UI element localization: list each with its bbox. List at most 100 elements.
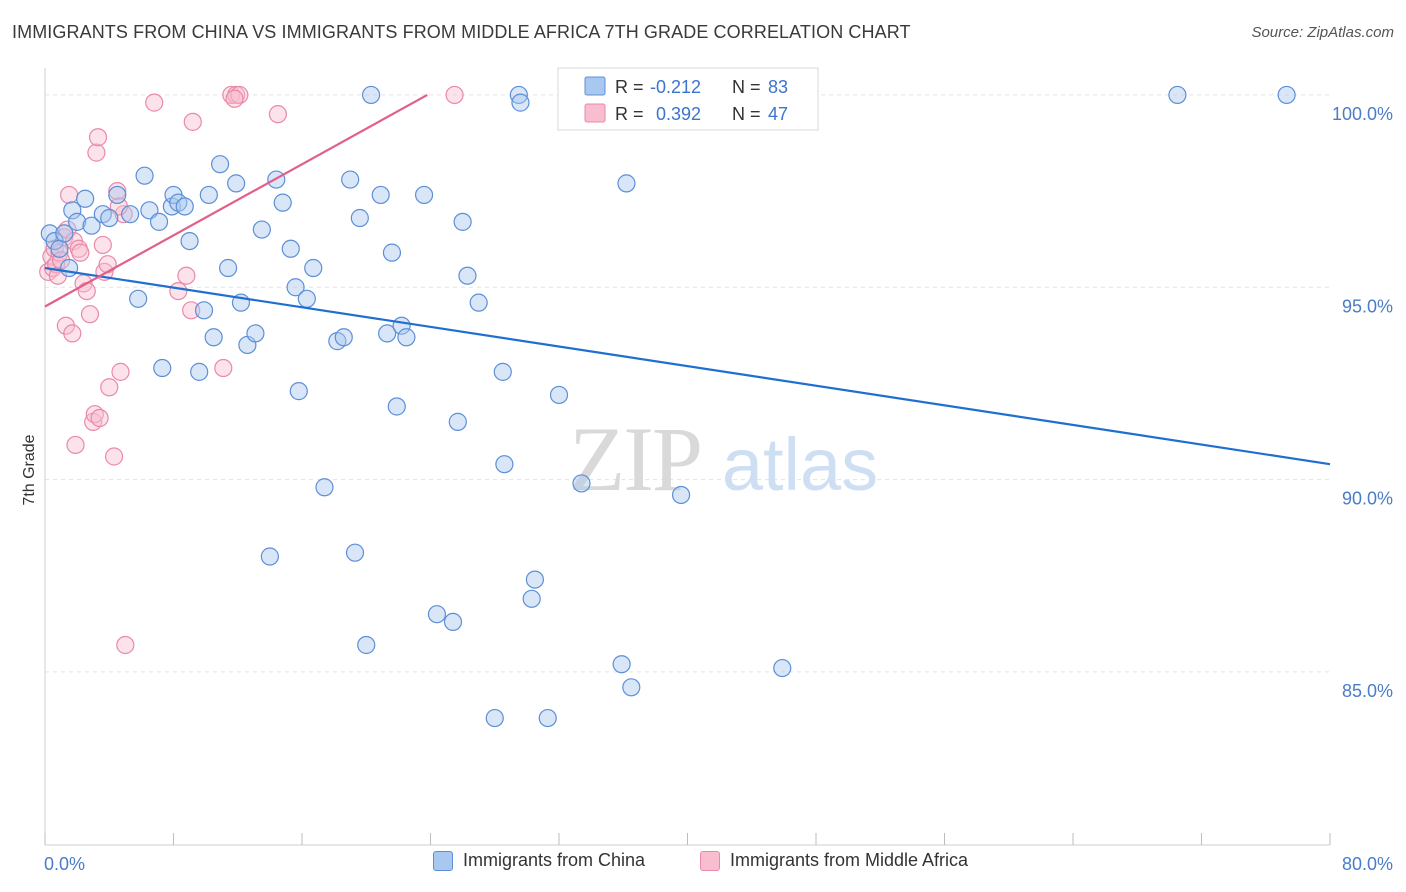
china-point-62 <box>485 708 504 728</box>
china-point-33 <box>252 220 271 239</box>
china-point-42 <box>315 478 334 497</box>
china-point-56 <box>427 605 447 624</box>
watermark: ZIP atlas <box>569 408 878 510</box>
stats-legend-china-swatch <box>584 76 606 96</box>
china-point-61 <box>469 293 488 312</box>
china-point-8 <box>82 216 101 235</box>
africa-point-18 <box>77 281 96 301</box>
stats-legend-africa-r-label: R = <box>615 104 644 124</box>
china-point-76 <box>671 485 691 505</box>
stats-legend: R = -0.212 N = 83 R = 0.392 N = 47 <box>557 67 819 131</box>
china-point-79 <box>361 85 381 105</box>
africa-point-23 <box>88 128 108 147</box>
china-point-38 <box>286 278 305 297</box>
china-point-29 <box>227 174 246 193</box>
china-point-52 <box>387 397 406 416</box>
africa-point-24 <box>90 408 109 428</box>
china-point-40 <box>297 289 316 308</box>
africa-trend-line <box>44 93 428 308</box>
china-point-82 <box>1277 85 1296 105</box>
china-point-7 <box>76 189 95 208</box>
watermark-atlas: atlas <box>722 423 878 506</box>
china-point-24 <box>194 301 214 320</box>
trend-lines <box>44 93 1331 466</box>
y-tick-label-3: 100.0% <box>1332 104 1393 124</box>
stats-legend-china-n-value: 83 <box>768 77 788 97</box>
stats-legend-china-r-value: -0.212 <box>650 77 701 97</box>
china-point-13 <box>129 289 148 308</box>
china-point-75 <box>622 678 641 697</box>
africa-point-16 <box>71 243 90 262</box>
china-point-58 <box>448 412 467 431</box>
china-point-21 <box>175 197 194 216</box>
china-point-34 <box>260 547 279 566</box>
africa-point-44 <box>225 89 244 108</box>
china-point-49 <box>371 185 390 205</box>
stats-legend-africa-n-label: N = <box>732 104 761 124</box>
bottom-legend: Immigrants from China Immigrants from Mi… <box>0 850 1406 878</box>
china-trend-line <box>44 266 1331 466</box>
china-point-50 <box>378 324 397 343</box>
legend-africa-swatch <box>700 850 720 871</box>
china-point-55 <box>414 185 434 205</box>
y-tick-label-0: 85.0% <box>1342 681 1393 701</box>
china-point-27 <box>210 155 230 174</box>
china-point-74 <box>617 174 636 193</box>
africa-point-12 <box>63 324 82 343</box>
china-point-68 <box>538 708 557 728</box>
africa-point-19 <box>80 305 100 324</box>
china-point-67 <box>525 570 545 589</box>
africa-point-37 <box>182 301 201 320</box>
axes: 85.0% 90.0% 95.0% 100.0% 0.0% 80.0% <box>44 68 1393 874</box>
china-point-32 <box>246 324 265 343</box>
china-point-59 <box>453 212 472 231</box>
china-point-2 <box>50 239 69 258</box>
africa-point-33 <box>116 635 135 655</box>
legend-africa[interactable]: Immigrants from Middle Africa <box>700 850 968 871</box>
stats-legend-africa-swatch <box>584 103 606 123</box>
africa-point-29 <box>104 447 124 466</box>
china-point-23 <box>190 362 209 381</box>
china-point-78 <box>773 658 792 678</box>
africa-point-35 <box>169 281 188 301</box>
china-point-81 <box>1168 85 1187 105</box>
china-point-36 <box>273 193 292 212</box>
chart-title: IMMIGRANTS FROM CHINA VS IMMIGRANTS FROM… <box>12 22 911 42</box>
china-point-45 <box>341 170 360 189</box>
china-point-4 <box>59 258 79 278</box>
china-point-66 <box>522 589 541 608</box>
china-point-16 <box>149 212 169 231</box>
china-point-37 <box>281 239 300 258</box>
africa-point-31 <box>111 362 130 381</box>
china-point-25 <box>199 185 218 205</box>
africa-point-28 <box>100 378 119 397</box>
china-point-46 <box>345 543 365 562</box>
africa-point-34 <box>145 93 164 112</box>
china-point-47 <box>350 208 369 228</box>
china-point-22 <box>180 231 199 251</box>
y-axis-label: 7th Grade <box>21 434 38 505</box>
china-point-6 <box>68 212 87 231</box>
legend-china-label: Immigrants from China <box>463 850 646 870</box>
y-tick-label-1: 90.0% <box>1342 489 1393 509</box>
africa-point-14 <box>66 435 85 455</box>
china-point-44 <box>334 328 353 347</box>
china-point-64 <box>495 455 514 474</box>
china-point-69 <box>549 385 569 405</box>
china-point-3 <box>55 224 74 243</box>
china-point-48 <box>357 635 376 655</box>
stats-legend-china-n-label: N = <box>732 77 761 97</box>
africa-point-39 <box>214 358 233 378</box>
series-china-points <box>40 85 1296 728</box>
china-point-12 <box>121 205 140 224</box>
africa-point-27 <box>98 255 117 274</box>
x-tick-label-1: 80.0% <box>1342 854 1393 874</box>
legend-china[interactable]: Immigrants from China <box>433 850 645 871</box>
series-africa-points <box>39 85 464 655</box>
africa-point-11 <box>59 185 79 205</box>
china-point-26 <box>204 328 223 347</box>
china-point-28 <box>219 258 238 278</box>
watermark-zip: ZIP <box>569 408 701 510</box>
china-point-10 <box>100 208 119 228</box>
